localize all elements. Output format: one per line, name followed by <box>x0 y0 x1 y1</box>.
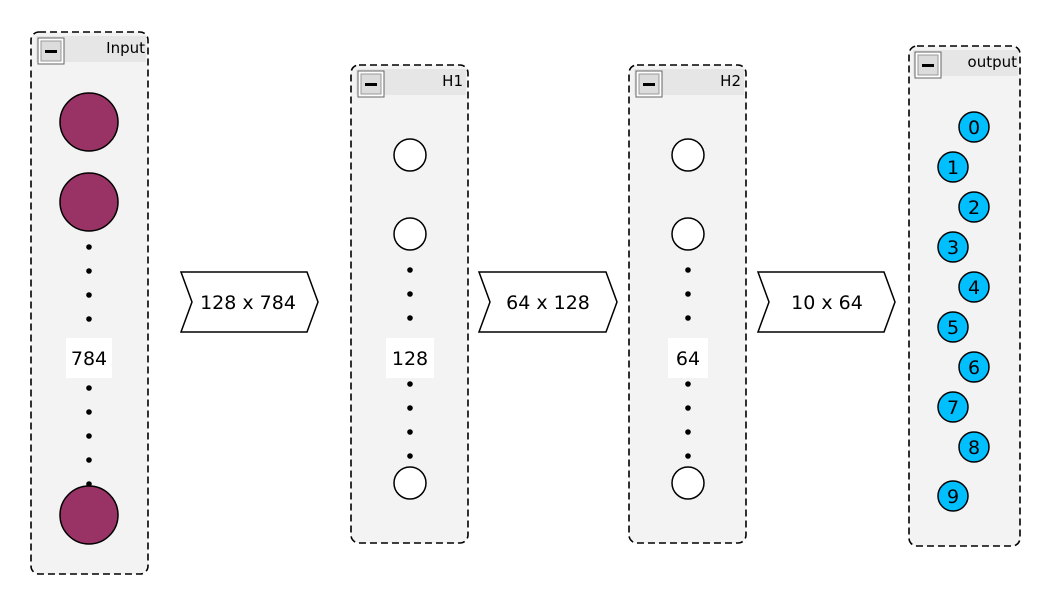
input-node <box>59 172 119 232</box>
connection-h2-output: 10 x 64 <box>756 271 896 333</box>
output-node-label: 9 <box>947 486 959 508</box>
ellipsis-dots <box>685 267 691 459</box>
connection-input-h1: 128 x 784 <box>179 271 319 333</box>
minus-icon[interactable] <box>914 51 942 79</box>
connection-h1-h2: 64 x 128 <box>477 271 618 333</box>
minus-icon[interactable] <box>357 70 385 98</box>
ellipsis-dots <box>86 244 92 487</box>
h2-node <box>671 138 705 172</box>
output-node-label: 6 <box>968 357 980 379</box>
output-node-label: 0 <box>968 117 980 139</box>
output-node-label: 7 <box>947 397 959 419</box>
layer-h1: H1 128 <box>350 64 469 544</box>
input-node <box>59 485 119 545</box>
layer-h2: H2 64 <box>628 64 747 544</box>
layer-h1-count-bg <box>386 338 434 378</box>
output-node-label: 4 <box>968 277 980 299</box>
output-node-label: 8 <box>968 437 980 459</box>
ellipsis-dots <box>407 267 413 459</box>
output-node-label: 3 <box>947 237 959 259</box>
output-node: 8 <box>958 431 990 463</box>
input-node <box>59 92 119 152</box>
output-node-label: 2 <box>968 197 980 219</box>
weight-label: 10 x 64 <box>791 292 863 314</box>
output-node: 1 <box>937 151 969 183</box>
weight-arrow <box>477 271 618 333</box>
weight-arrow <box>756 271 896 333</box>
layer-output: output 0 1 2 3 4 5 6 <box>908 45 1021 547</box>
h1-node <box>393 466 427 500</box>
layer-h1-title: H1 <box>442 72 463 90</box>
output-node: 9 <box>937 480 969 512</box>
weight-arrow <box>179 271 319 333</box>
output-node: 4 <box>958 271 990 303</box>
output-node: 7 <box>937 391 969 423</box>
minus-icon[interactable] <box>635 70 663 98</box>
layer-h1-count: 128 <box>392 348 428 370</box>
output-node: 5 <box>937 311 969 343</box>
h2-node <box>671 466 705 500</box>
weight-label: 128 x 784 <box>200 292 296 314</box>
layer-input-count: 784 <box>71 348 107 370</box>
layer-h2-panel <box>628 64 747 544</box>
output-node: 0 <box>958 111 990 143</box>
layer-h2-count: 64 <box>676 348 700 370</box>
output-node: 2 <box>958 191 990 223</box>
layer-h2-count-bg <box>668 338 708 378</box>
layer-h1-panel <box>350 64 469 544</box>
layer-output-title: output <box>968 53 1018 71</box>
layer-input-title: Input <box>106 39 145 57</box>
output-node: 6 <box>958 351 990 383</box>
weight-label: 64 x 128 <box>506 292 590 314</box>
layer-input-panel <box>30 31 149 575</box>
minus-icon[interactable] <box>37 37 65 65</box>
layer-h2-title: H2 <box>720 72 741 90</box>
layer-input-count-bg <box>66 338 112 378</box>
h1-node <box>393 138 427 172</box>
h2-node <box>671 217 705 251</box>
output-node-label: 5 <box>947 317 959 339</box>
output-node-label: 1 <box>947 157 959 179</box>
h1-node <box>393 217 427 251</box>
layer-input: Input 784 <box>30 31 149 575</box>
output-node: 3 <box>937 231 969 263</box>
